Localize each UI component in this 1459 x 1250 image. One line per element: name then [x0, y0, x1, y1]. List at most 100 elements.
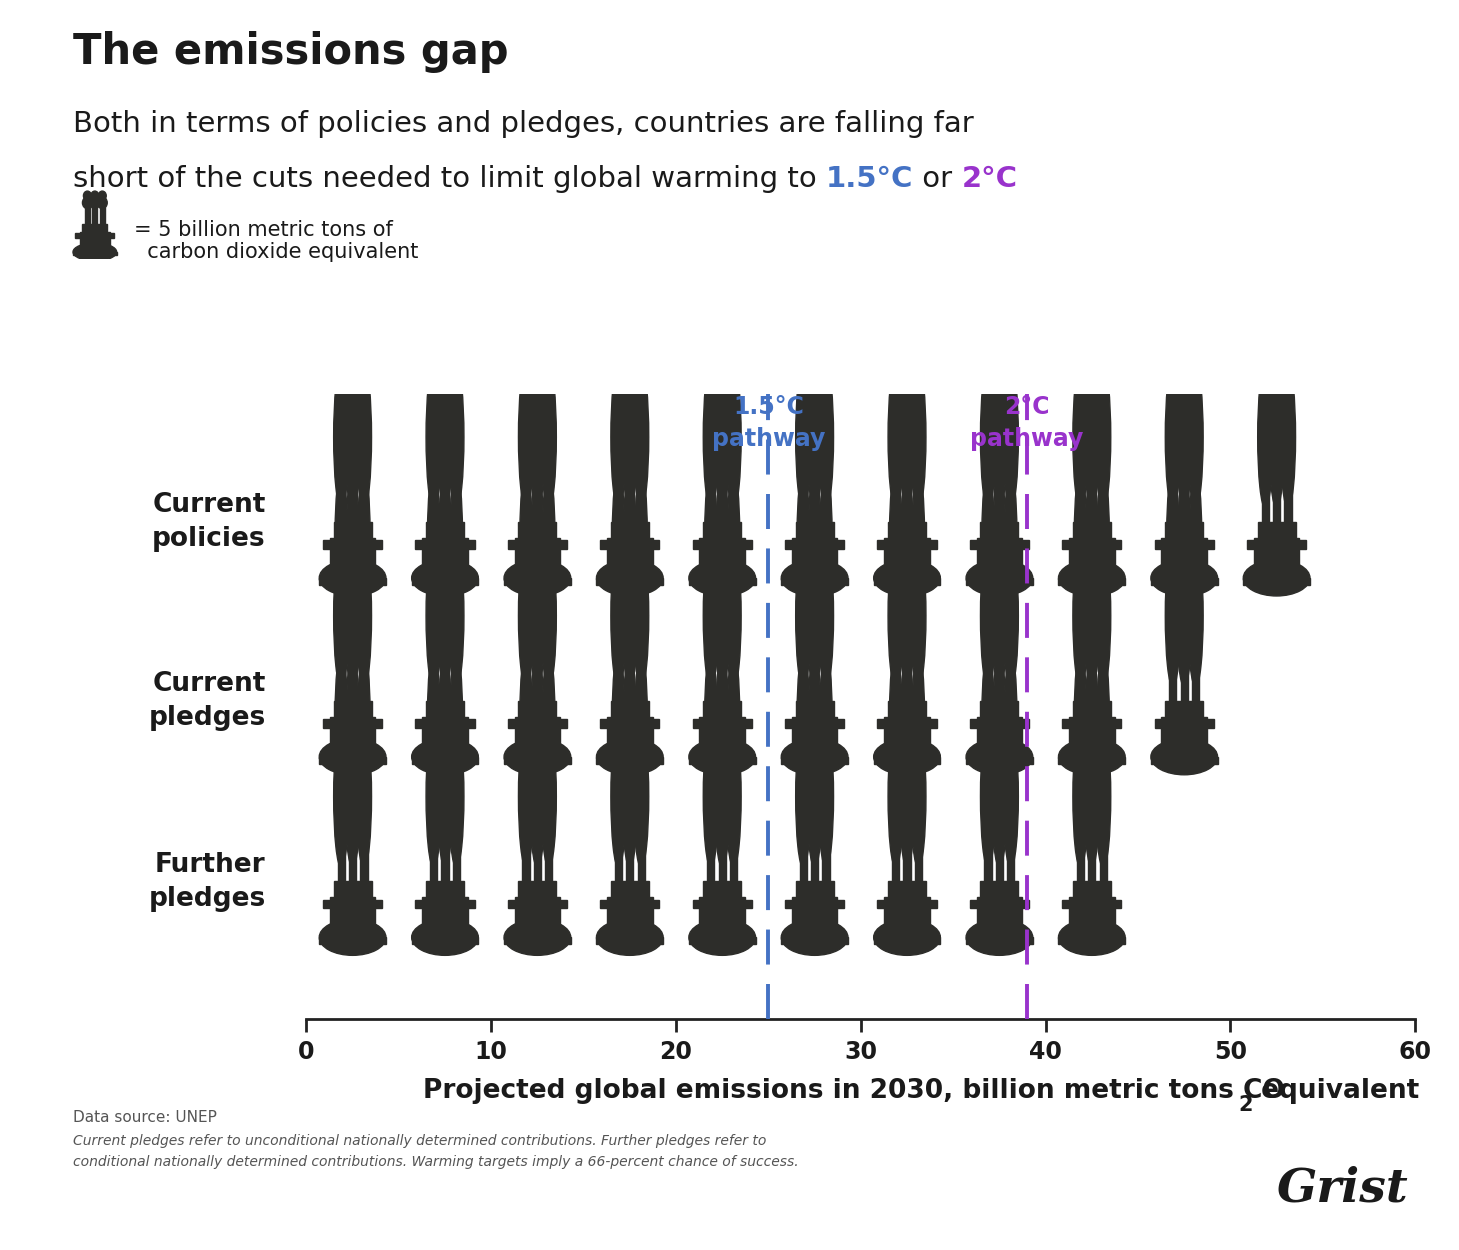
Circle shape	[1072, 366, 1088, 509]
Circle shape	[344, 366, 360, 509]
Circle shape	[622, 725, 638, 868]
Text: conditional nationally determined contributions. Warming targets imply a 66-perc: conditional nationally determined contri…	[73, 1155, 798, 1169]
Bar	[1007, 666, 1014, 701]
Circle shape	[818, 725, 833, 868]
Bar	[884, 898, 929, 925]
Circle shape	[1189, 474, 1202, 588]
Circle shape	[1096, 545, 1110, 688]
Circle shape	[1179, 474, 1191, 588]
Circle shape	[613, 654, 624, 768]
Circle shape	[1005, 474, 1017, 588]
Bar	[1115, 540, 1122, 549]
Circle shape	[992, 366, 1007, 509]
Circle shape	[1258, 366, 1272, 509]
Ellipse shape	[411, 560, 479, 596]
Bar	[638, 846, 645, 881]
Bar	[337, 486, 344, 521]
Bar	[703, 701, 741, 718]
Circle shape	[980, 725, 995, 868]
Circle shape	[356, 725, 372, 868]
Bar	[334, 701, 372, 718]
Ellipse shape	[781, 919, 848, 955]
Circle shape	[715, 725, 730, 868]
Bar	[411, 756, 479, 764]
Circle shape	[1004, 366, 1018, 509]
Bar	[534, 846, 541, 881]
Circle shape	[889, 545, 903, 688]
Circle shape	[427, 295, 439, 409]
Bar	[468, 540, 474, 549]
Bar	[430, 846, 438, 881]
Bar	[452, 846, 460, 881]
Circle shape	[1085, 295, 1097, 409]
Bar	[1077, 846, 1084, 881]
Circle shape	[902, 654, 913, 768]
Circle shape	[519, 654, 533, 768]
Bar	[1161, 718, 1207, 745]
Ellipse shape	[73, 242, 117, 261]
Bar	[600, 719, 607, 728]
Circle shape	[912, 654, 925, 768]
Circle shape	[449, 725, 464, 868]
Bar	[330, 898, 375, 925]
Bar	[903, 666, 910, 701]
Bar	[792, 538, 837, 565]
Bar	[320, 578, 387, 585]
Circle shape	[797, 295, 810, 409]
Bar	[522, 666, 530, 701]
Bar	[515, 718, 560, 745]
Circle shape	[336, 295, 347, 409]
Bar	[891, 666, 899, 701]
Circle shape	[541, 725, 556, 868]
Bar	[337, 846, 344, 881]
Bar	[800, 486, 807, 521]
Bar	[426, 521, 464, 538]
Circle shape	[1166, 366, 1180, 509]
Bar	[915, 846, 922, 881]
Ellipse shape	[1243, 560, 1310, 596]
Bar	[689, 578, 756, 585]
Ellipse shape	[1058, 739, 1125, 775]
Text: short of the cuts needed to limit global warming to: short of the cuts needed to limit global…	[73, 165, 826, 192]
Bar	[891, 846, 899, 881]
Circle shape	[889, 725, 903, 868]
Bar	[1007, 846, 1014, 881]
Bar	[1243, 578, 1310, 585]
Ellipse shape	[597, 560, 664, 596]
Bar	[322, 900, 330, 909]
Ellipse shape	[781, 560, 848, 596]
Circle shape	[427, 654, 439, 768]
Bar	[607, 898, 652, 925]
Bar	[874, 938, 941, 944]
Circle shape	[611, 366, 626, 509]
Bar	[1072, 881, 1110, 898]
Circle shape	[98, 191, 107, 200]
Bar	[1151, 756, 1218, 764]
Circle shape	[357, 295, 371, 409]
Bar	[877, 540, 884, 549]
Bar	[903, 486, 910, 521]
Circle shape	[611, 725, 626, 868]
Circle shape	[820, 654, 832, 768]
Circle shape	[1167, 295, 1179, 409]
Bar	[889, 701, 926, 718]
Circle shape	[818, 545, 833, 688]
Bar	[719, 846, 725, 881]
Bar	[349, 846, 356, 881]
Circle shape	[347, 474, 359, 588]
Bar	[985, 486, 992, 521]
Bar	[1100, 666, 1107, 701]
Text: = 5 billion metric tons of: = 5 billion metric tons of	[134, 220, 392, 240]
Circle shape	[622, 545, 638, 688]
Ellipse shape	[503, 560, 570, 596]
Bar	[976, 898, 1023, 925]
Circle shape	[820, 295, 832, 409]
Bar	[1062, 540, 1069, 549]
Circle shape	[1072, 545, 1088, 688]
Bar	[1058, 578, 1125, 585]
Text: 1.5°C
pathway: 1.5°C pathway	[712, 395, 826, 451]
Circle shape	[890, 654, 902, 768]
Circle shape	[519, 474, 533, 588]
Bar	[638, 666, 645, 701]
Ellipse shape	[966, 919, 1033, 955]
